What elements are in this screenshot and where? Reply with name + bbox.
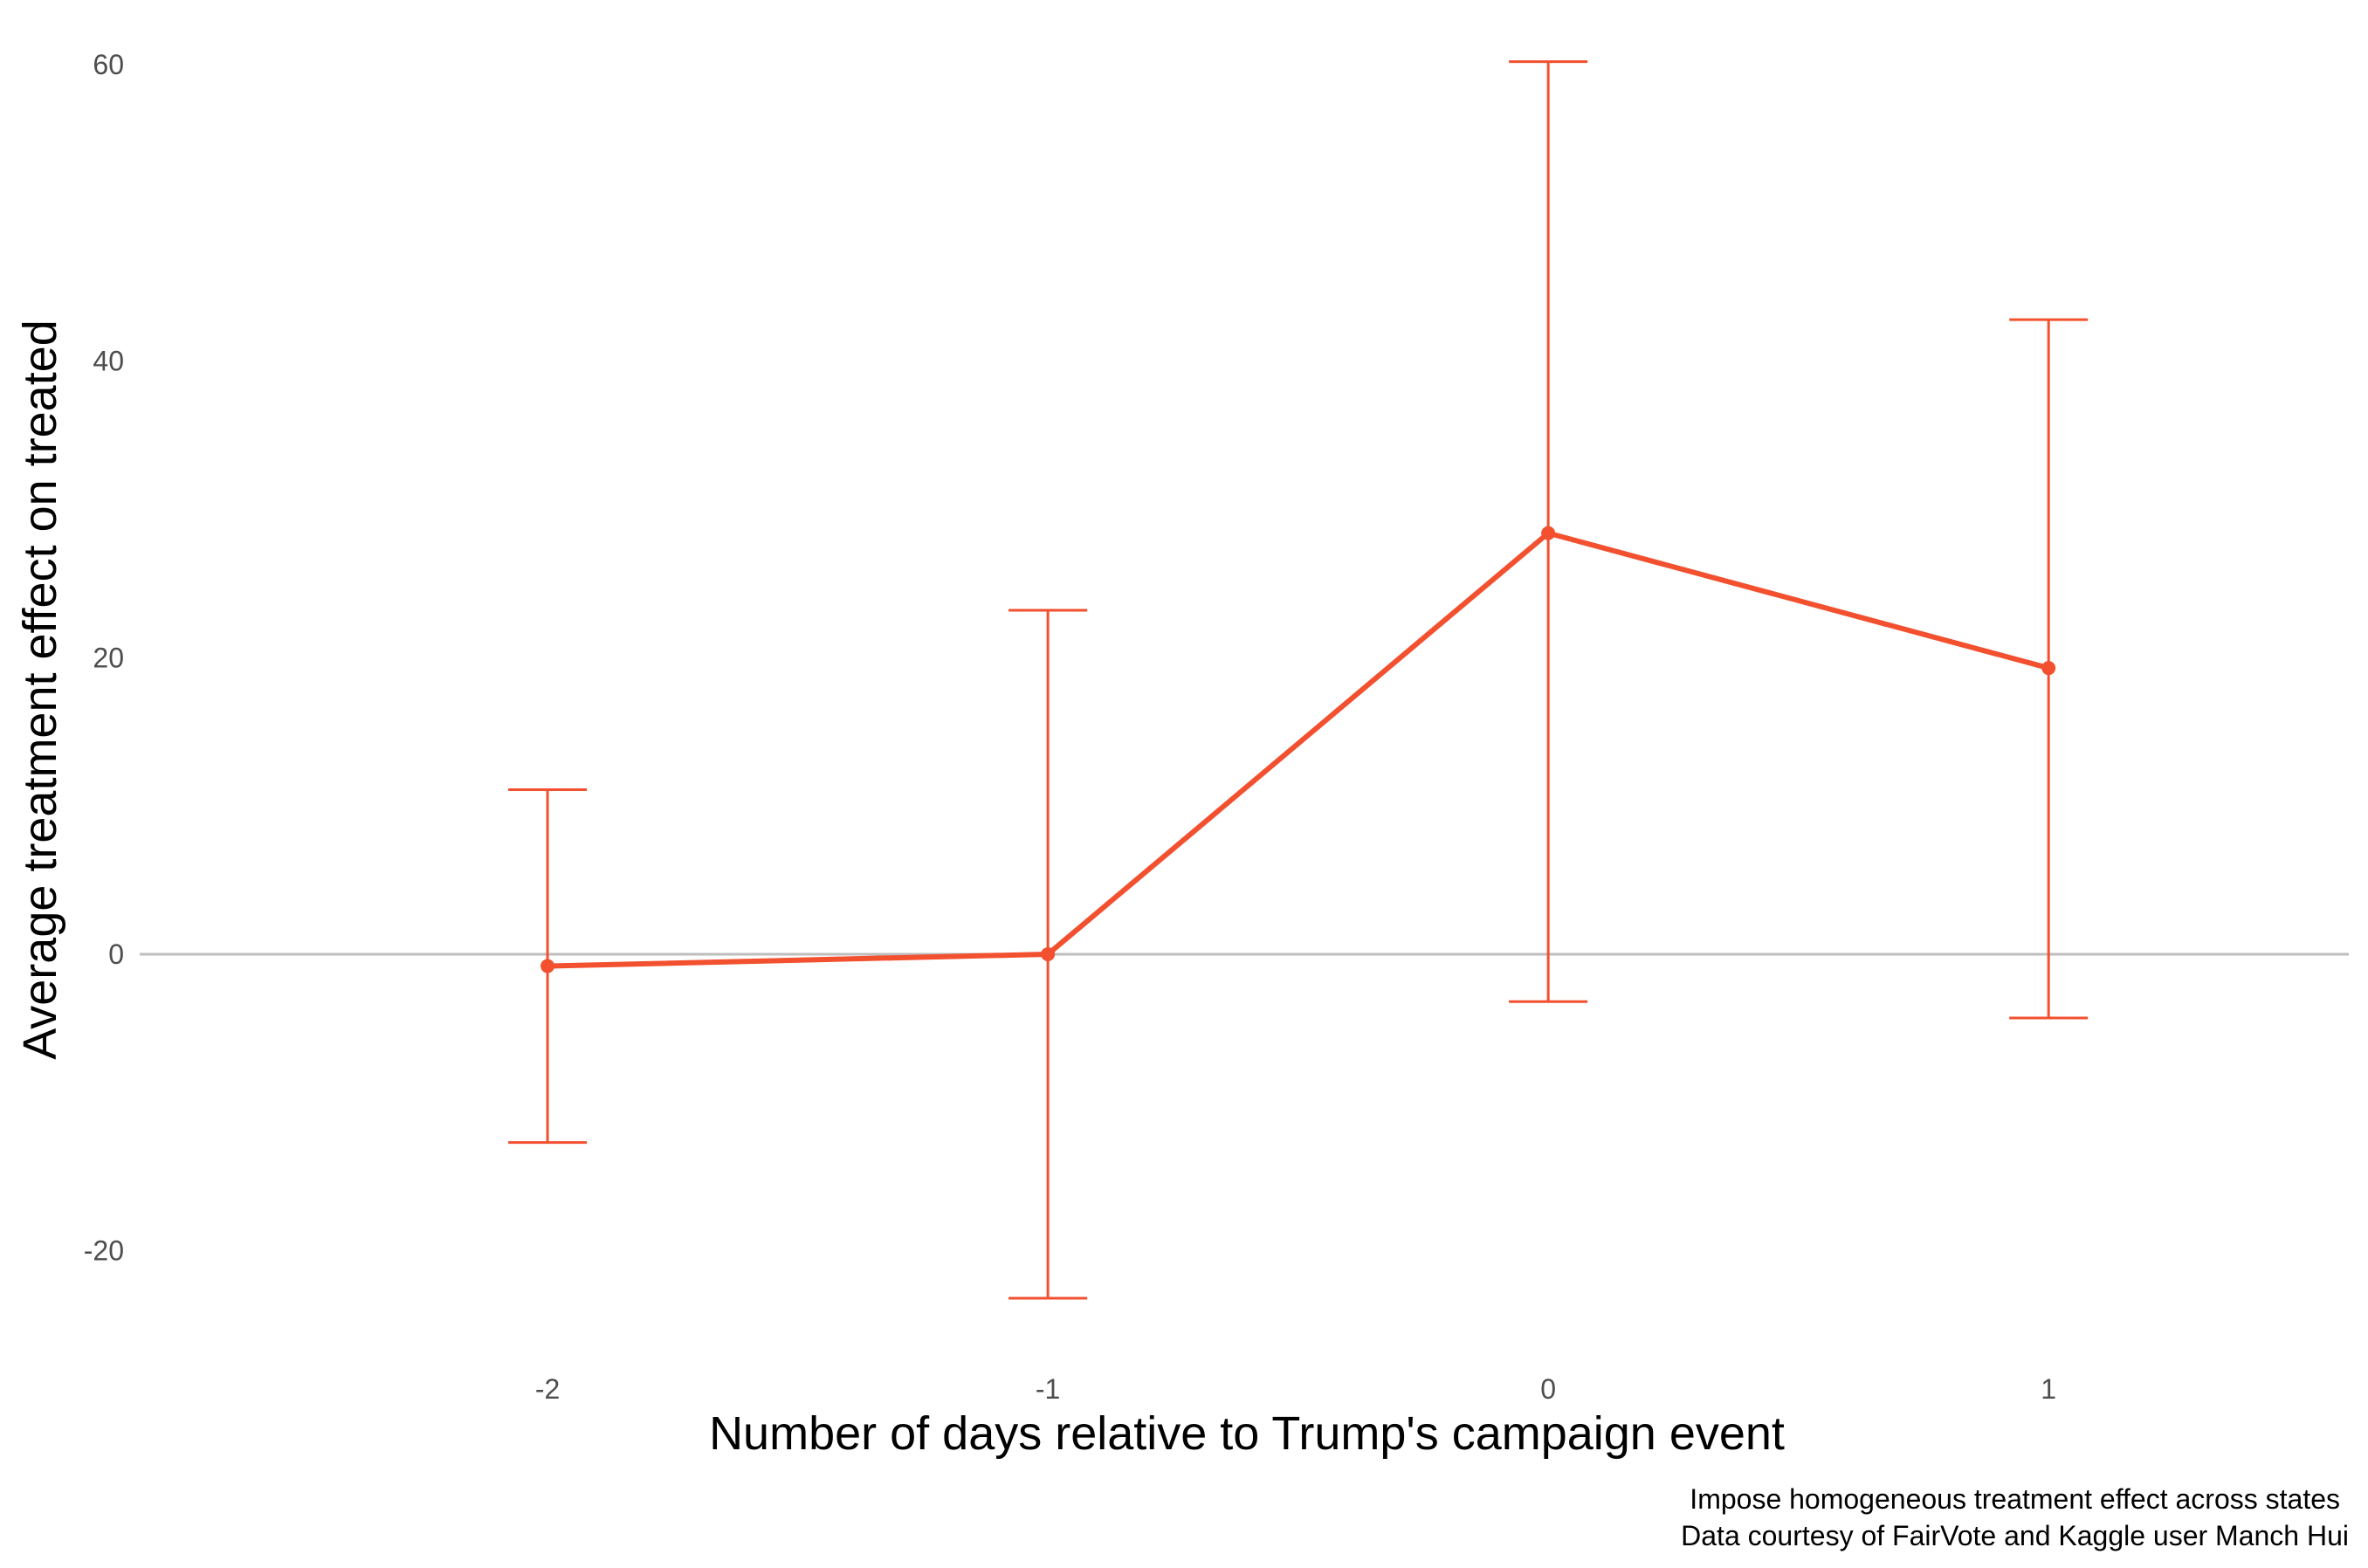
x-tick-label-1: -1 — [1036, 1373, 1060, 1405]
y-tick-label-1: 0 — [108, 939, 124, 970]
y-tick-labels: -20 0 20 40 60 — [84, 49, 124, 1267]
x-axis-title: Number of days relative to Trump's campa… — [709, 1407, 1785, 1460]
data-point-2 — [1541, 526, 1556, 540]
error-bars — [508, 60, 2089, 1300]
caption-line-2: Data courtesy of FairVote and Kaggle use… — [1681, 1520, 2349, 1551]
x-tick-label-2: 0 — [1540, 1373, 1556, 1405]
data-points — [540, 526, 2056, 973]
data-point-0 — [540, 959, 555, 973]
y-axis-title: Average treatment effect on treated — [14, 320, 66, 1060]
data-point-1 — [1041, 946, 1056, 961]
data-point-3 — [2041, 661, 2056, 676]
x-tick-label-0: -2 — [535, 1373, 560, 1405]
series-line — [545, 530, 2052, 969]
y-tick-label-4: 60 — [93, 49, 124, 80]
caption-line-1: Impose homogeneous treatment effect acro… — [1690, 1483, 2340, 1515]
series-line-layer — [545, 530, 2052, 969]
y-tick-label-3: 40 — [93, 346, 124, 377]
y-tick-label-0: -20 — [84, 1235, 124, 1267]
x-tick-label-3: 1 — [2041, 1373, 2056, 1405]
x-tick-labels: -2 -1 0 1 — [535, 1373, 2056, 1405]
y-tick-label-2: 20 — [93, 642, 124, 673]
